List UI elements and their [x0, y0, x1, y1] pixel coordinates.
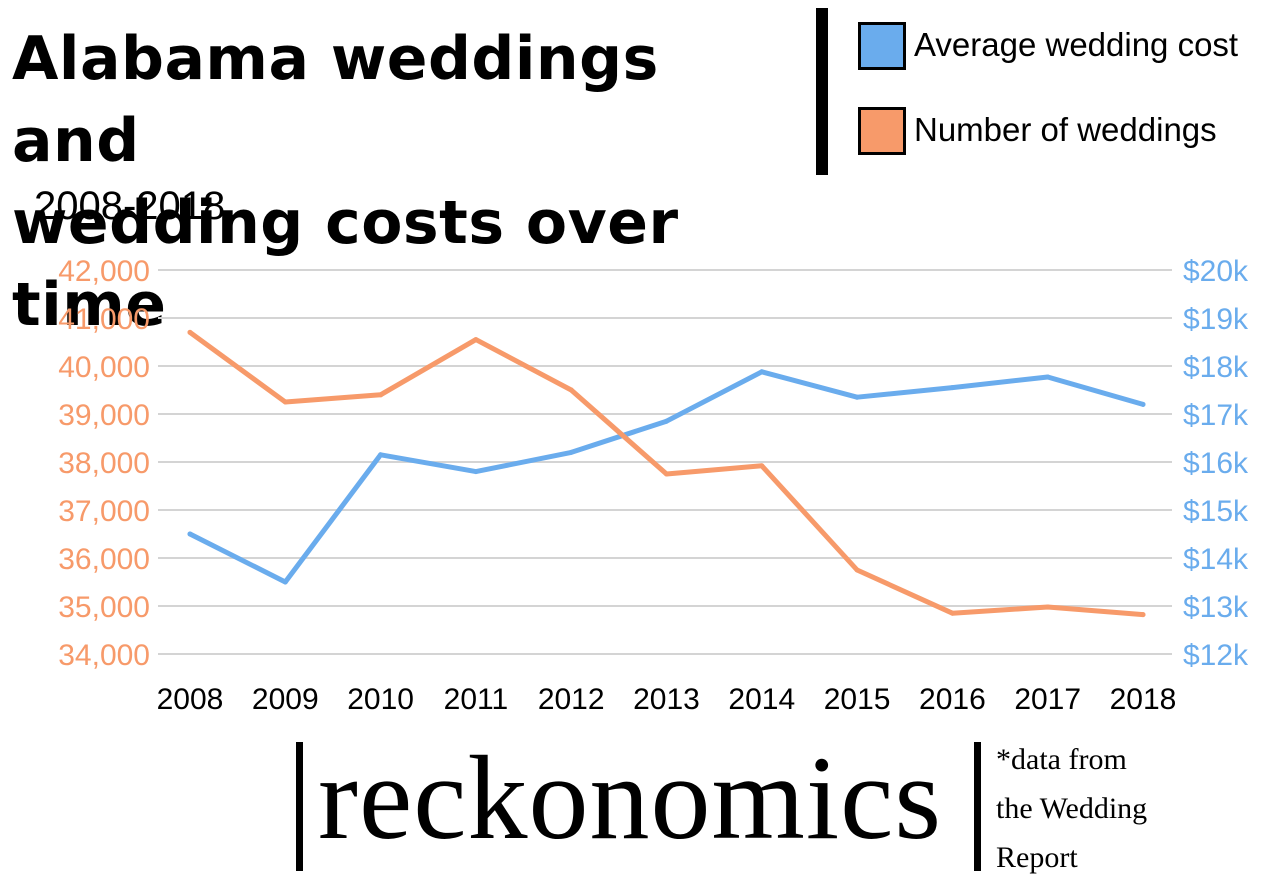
right-tick-label: $12k	[1183, 639, 1249, 672]
left-tick-label: 39,000	[58, 399, 150, 432]
x-tick-label: 2009	[252, 683, 319, 716]
data-point	[854, 394, 860, 400]
source-line-3: Report	[996, 841, 1078, 874]
data-point	[759, 369, 765, 375]
chart-title-line-1: Alabama weddings and	[12, 24, 659, 176]
legend-swatch-weddings	[858, 107, 906, 155]
legend-swatch-cost	[858, 22, 906, 70]
x-tick-label: 2013	[633, 683, 700, 716]
data-point	[378, 452, 384, 458]
legend-label-cost: Average wedding cost	[914, 26, 1239, 63]
source-note: *data from the Wedding Report	[996, 735, 1196, 882]
series-line-average-cost	[187, 369, 1146, 585]
data-point	[282, 579, 288, 585]
data-point	[759, 463, 765, 469]
x-tick-label: 2016	[919, 683, 986, 716]
data-point	[473, 469, 479, 475]
left-tick-label: 40,000	[58, 351, 150, 384]
title-divider	[816, 8, 828, 175]
source-line-1: *data from	[996, 743, 1127, 776]
x-tick-label: 2014	[728, 683, 795, 716]
data-point	[1140, 401, 1146, 407]
left-tick-label: 34,000	[58, 639, 150, 672]
right-tick-label: $19k	[1183, 303, 1249, 336]
data-point	[473, 337, 479, 343]
left-tick-label: 38,000	[58, 447, 150, 480]
data-point	[1045, 604, 1051, 610]
right-tick-label: $17k	[1183, 399, 1249, 432]
brand-wordmark: reckonomics	[318, 731, 943, 864]
data-point	[187, 531, 193, 537]
data-point	[1140, 612, 1146, 618]
data-point	[187, 329, 193, 335]
data-point	[854, 567, 860, 573]
right-tick-label: $20k	[1183, 255, 1249, 288]
chart-subtitle: 2008-2018	[34, 184, 226, 228]
legend-label-weddings: Number of weddings	[914, 111, 1217, 148]
source-line-2: the Wedding	[996, 792, 1148, 825]
x-tick-label: 2012	[538, 683, 605, 716]
x-tick-label: 2018	[1110, 683, 1177, 716]
left-tick-label: 41,000	[58, 303, 150, 336]
chart-title: Alabama weddings and wedding costs over …	[12, 18, 802, 346]
data-point	[282, 399, 288, 405]
data-point	[568, 387, 574, 393]
x-axis-ticks: 2008 2009 2010 2011 2012 2013 2014 2015 2016 2017…	[157, 683, 1177, 716]
data-point	[1045, 374, 1051, 380]
x-tick-label: 2015	[824, 683, 891, 716]
data-point	[378, 392, 384, 398]
right-tick-label: $16k	[1183, 447, 1249, 480]
data-point	[664, 418, 669, 424]
left-tick-label: 37,000	[58, 495, 150, 528]
right-axis-ticks: $12k $13k $14k $15k $16k $17k $18k $19k $20k	[1183, 255, 1249, 672]
x-tick-label: 2008	[157, 683, 224, 716]
x-tick-label: 2010	[347, 683, 414, 716]
left-tick-label: 42,000	[58, 255, 150, 288]
right-tick-label: $14k	[1183, 543, 1249, 576]
line-chart: 34,000 35,000 36,000 37,000 38,000 39,000 40,0…	[58, 255, 1249, 716]
data-point	[568, 449, 574, 455]
data-point	[949, 385, 955, 391]
left-tick-label: 36,000	[58, 543, 150, 576]
series-lines	[187, 329, 1146, 618]
data-point	[664, 471, 669, 477]
left-tick-label: 35,000	[58, 591, 150, 624]
right-tick-label: $13k	[1183, 591, 1249, 624]
brand-bar-right	[974, 742, 981, 871]
x-tick-label: 2011	[444, 683, 509, 716]
gridlines	[158, 269, 1172, 655]
right-tick-label: $15k	[1183, 495, 1249, 528]
left-axis-ticks: 34,000 35,000 36,000 37,000 38,000 39,000 40,0…	[58, 255, 150, 672]
data-point	[949, 610, 955, 616]
x-tick-label: 2017	[1014, 683, 1081, 716]
right-tick-label: $18k	[1183, 351, 1249, 384]
chart-title-line-2: wedding costs over time	[12, 188, 679, 340]
brand-bar-left	[296, 742, 303, 871]
